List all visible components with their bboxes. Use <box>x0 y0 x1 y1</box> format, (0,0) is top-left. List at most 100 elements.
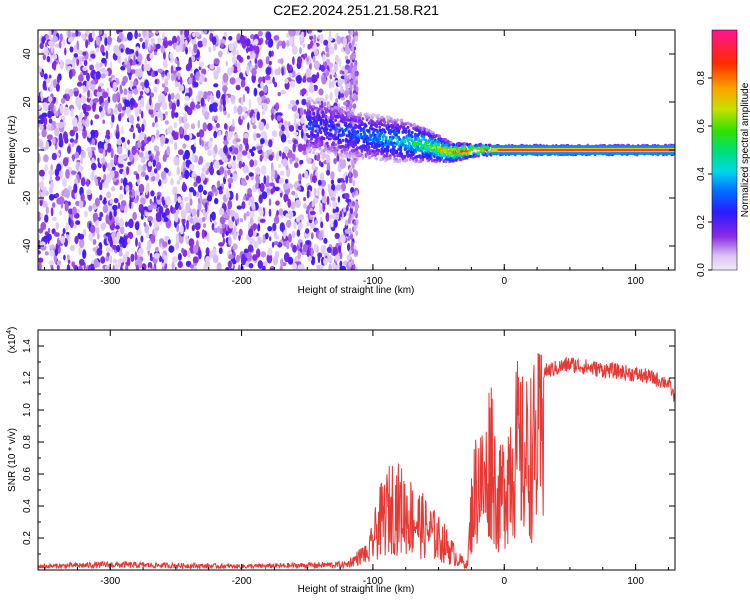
spectrogram-cell <box>65 168 70 179</box>
spectrogram-cell <box>60 97 66 104</box>
spectrogram-cell <box>278 208 284 216</box>
spectrogram-cell <box>334 43 338 51</box>
spectrogram-cell <box>395 136 398 140</box>
spectrogram-cell <box>174 112 179 118</box>
spectrogram-cell <box>319 206 323 215</box>
spectrogram-cell <box>242 164 249 174</box>
spectrogram-cell <box>40 212 43 219</box>
spectrogram-cell <box>38 228 44 234</box>
spectrogram-cell <box>171 109 175 119</box>
spectrogram-cell <box>398 159 402 163</box>
spectrogram-cell <box>394 124 397 128</box>
spectrogram-cell <box>229 146 233 152</box>
spectrogram-cell <box>291 190 296 196</box>
spectrogram-cell <box>180 30 183 35</box>
spectrogram-cell <box>147 261 153 270</box>
spectrogram-cell <box>51 152 57 161</box>
spectrogram-cell <box>83 59 88 67</box>
spectrogram-cell <box>110 159 114 167</box>
spectrogram-cell <box>221 94 226 100</box>
spectrogram-cell <box>38 132 41 137</box>
spectrogram-cell <box>177 149 184 156</box>
spectrogram-cell <box>399 124 403 128</box>
spectrogram-cell <box>309 210 316 216</box>
spectrogram-cell <box>295 99 300 105</box>
spectrogram-cell <box>318 202 323 209</box>
spectrogram-cell <box>204 111 210 120</box>
spectrogram-cell <box>317 179 322 186</box>
spectrogram-cell <box>76 40 79 51</box>
spectrogram-cell <box>153 253 160 259</box>
spectrogram-cell <box>193 181 198 187</box>
spectrogram-cell <box>248 200 252 206</box>
spectrogram-cell <box>288 233 292 243</box>
spectrogram-cell <box>364 115 368 119</box>
spectrogram-cell <box>184 30 190 38</box>
spectrogram-cell <box>201 229 205 239</box>
spectrogram-cell <box>322 151 326 156</box>
spectrogram-cell <box>313 106 316 110</box>
spectrogram-cell <box>256 248 261 258</box>
spectrogram-cell <box>268 38 274 48</box>
spectrogram-cell <box>207 94 210 103</box>
spectrogram-cell <box>118 252 123 257</box>
spectrogram-cell <box>129 198 132 209</box>
spectrogram-cell <box>312 161 315 172</box>
spectrogram-cell <box>177 72 181 81</box>
spectrogram-cell <box>167 40 173 46</box>
spectrogram-cell <box>153 86 158 93</box>
spectrogram-cell <box>79 125 83 131</box>
spectrogram-cell <box>374 153 377 157</box>
spectrogram-cell <box>137 68 143 78</box>
spectrogram-cell <box>347 217 351 224</box>
spectrogram-cell <box>343 101 348 106</box>
spectrogram-cell <box>449 141 453 145</box>
spectrogram-cell <box>357 151 361 155</box>
spectrogram-cell <box>180 209 187 220</box>
spectrogram-cell <box>171 261 175 270</box>
spectrogram-cell <box>99 30 103 35</box>
spectrogram-cell <box>331 120 334 124</box>
spectrogram-cell <box>114 263 119 270</box>
spectrogram-cell <box>195 191 200 198</box>
spectrogram-cell <box>414 137 417 141</box>
spectrogram-cell <box>78 74 84 82</box>
spectrogram-cell <box>369 113 373 117</box>
spectrogram-cell <box>153 145 159 152</box>
spectrogram-cell <box>279 265 283 270</box>
spectrogram-cell <box>113 197 119 204</box>
spectrogram-cell <box>52 216 57 222</box>
spectrogram-cell <box>162 39 169 49</box>
spectrogram-cell <box>251 202 256 210</box>
spectrogram-cell <box>165 111 168 116</box>
spectrogram-cell <box>106 191 112 199</box>
spectrogram-cell <box>288 30 295 37</box>
spectrogram-cell <box>286 219 292 228</box>
spectrogram-cell <box>311 129 314 134</box>
spectrogram-cell <box>393 145 396 149</box>
spectrogram-cell <box>241 181 248 186</box>
spectrogram-cell <box>303 53 308 58</box>
spectrogram-cell <box>149 95 152 106</box>
spectrogram-cell <box>213 221 217 226</box>
spectrogram-cell <box>304 170 309 180</box>
spectrogram-cell <box>307 43 312 50</box>
spectrogram-cell <box>348 42 352 49</box>
spectrogram-cell <box>348 249 352 256</box>
spectrogram-cell <box>188 238 195 247</box>
spectrogram-cell <box>437 149 440 153</box>
spectrogram-cell <box>201 68 207 76</box>
spectrogram-cell <box>223 123 228 130</box>
spectrogram-cell <box>348 227 352 234</box>
spectrogram-cell <box>252 231 257 237</box>
spectrogram-cell <box>115 49 122 57</box>
spectrogram-cell <box>114 216 120 224</box>
spectrogram-cell <box>165 195 171 206</box>
spectrogram-cell <box>320 179 326 187</box>
spectrogram-cell <box>50 181 54 190</box>
spectrogram-cell <box>248 228 254 238</box>
spectrogram-cell <box>300 116 305 125</box>
spectrogram-cell <box>117 259 122 268</box>
spectrogram-cell <box>223 140 229 145</box>
spectrogram-cell <box>147 216 153 222</box>
